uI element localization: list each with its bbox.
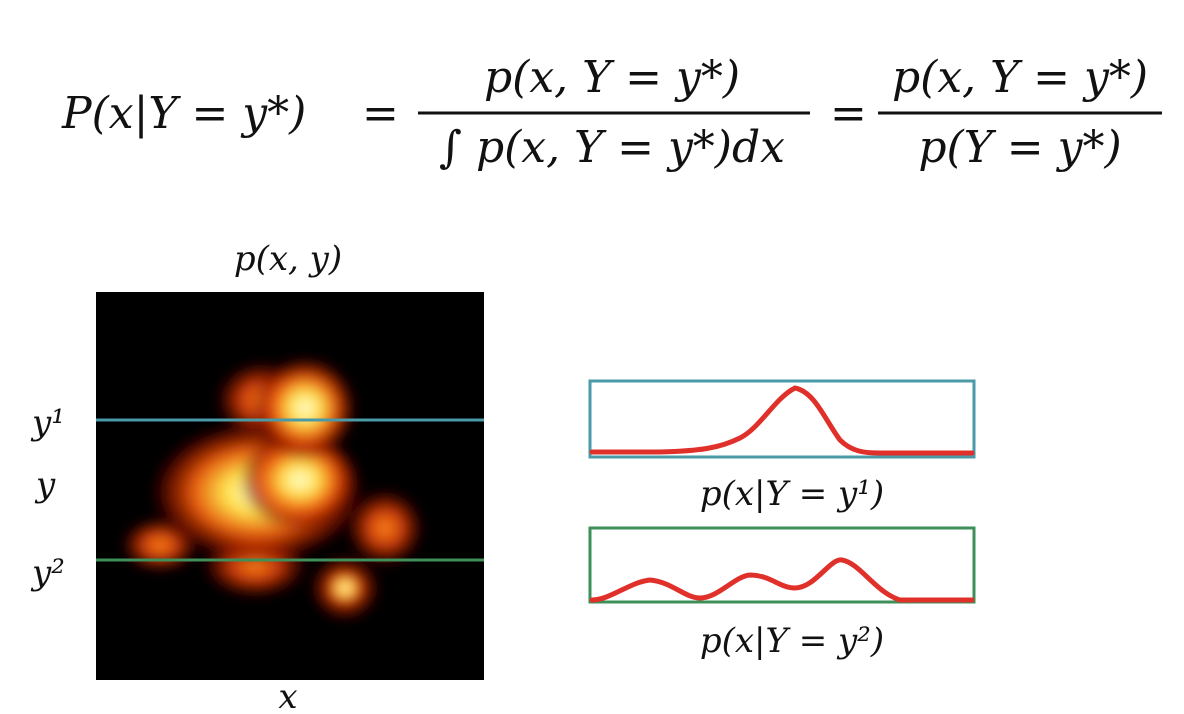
conditional-caption-y1: p(x|Y = y¹) — [700, 474, 884, 514]
conditional-panel-y1: p(x|Y = y¹) — [588, 379, 976, 514]
bayes-formula: P(x|Y = y*) = p(x, Y = y*) ∫ p(x, Y = y*… — [61, 52, 1162, 173]
conditional-curve-y2 — [589, 557, 975, 603]
conditional-curve-y1 — [589, 385, 975, 456]
heat-blob-upper — [253, 356, 357, 460]
heat-blob-center-right — [240, 430, 360, 530]
y1-axis-label: y¹ — [30, 403, 65, 443]
conditional-frame-y1 — [588, 379, 976, 459]
y2-axis-label: y² — [30, 553, 65, 593]
conditional-frame-y2 — [588, 526, 976, 604]
fraction-1-denominator: ∫ p(x, Y = y*)dx — [439, 122, 785, 173]
formula-equals-2: = — [830, 88, 867, 139]
fraction-1-numerator: p(x, Y = y*) — [484, 52, 740, 103]
formula-equals-1: = — [362, 88, 399, 139]
formula-lhs: P(x|Y = y*) — [61, 88, 306, 139]
conditional-caption-y2: p(x|Y = y²) — [700, 621, 884, 661]
joint-density-heatmap: p(x, y) y¹ y y² x — [30, 239, 484, 714]
heatmap-title: p(x, y) — [234, 239, 342, 279]
heat-blob-bottom-core — [323, 568, 367, 608]
y-axis-label: y — [34, 465, 56, 505]
x-axis-label: x — [278, 677, 297, 714]
fraction-2-numerator: p(x, Y = y*) — [892, 52, 1148, 103]
fraction-2-denominator: p(Y = y*) — [918, 122, 1121, 173]
heatmap-blobs — [120, 356, 425, 622]
conditional-panel-y2: p(x|Y = y²) — [588, 526, 976, 661]
